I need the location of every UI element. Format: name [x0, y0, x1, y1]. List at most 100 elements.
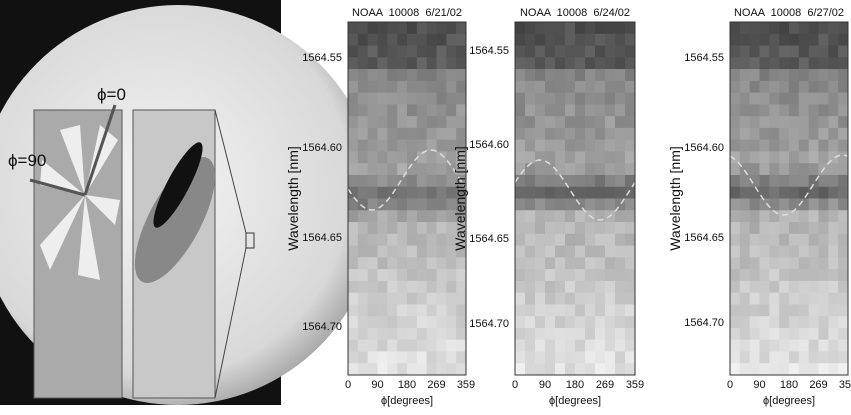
heatmap-cell: [555, 22, 566, 35]
heatmap-cell: [595, 269, 606, 282]
x-tick-label: 0: [345, 379, 351, 391]
heatmap-cell: [535, 186, 546, 199]
heatmap-cell: [595, 245, 606, 258]
heatmap-cell: [789, 69, 800, 82]
heatmap-cell: [808, 351, 819, 364]
heatmap-cell: [625, 198, 636, 211]
heatmap-cell: [555, 351, 566, 364]
heatmap-cell: [456, 139, 467, 152]
heatmap-cell: [575, 80, 586, 94]
heatmap-cell: [808, 116, 819, 129]
heatmap-cell: [730, 163, 741, 176]
heatmap-cell: [769, 104, 780, 117]
heatmap-cell: [348, 92, 359, 105]
heatmap-cell: [446, 186, 457, 199]
heatmap-cell: [397, 316, 408, 329]
heatmap-cell: [426, 363, 437, 376]
heatmap-cell: [515, 233, 526, 247]
heatmap-cell: [535, 45, 546, 58]
heatmap-cell: [436, 151, 447, 164]
heatmap-cell: [575, 269, 586, 282]
zoom-line: [214, 109, 247, 234]
heatmap-cell: [808, 363, 819, 376]
heatmap-cell: [545, 257, 556, 270]
heatmap-cell: [575, 45, 586, 58]
heatmap-cell: [515, 104, 526, 117]
heatmap-cell: [625, 80, 636, 94]
heatmap-cell: [838, 245, 849, 258]
heatmap-cell: [730, 22, 741, 35]
heatmap-cell: [407, 351, 418, 364]
heatmap-cell: [367, 57, 378, 70]
heatmap-cell: [828, 22, 839, 35]
plot-frame: [514, 21, 636, 376]
heatmap-cell: [739, 80, 751, 94]
heatmap-cell: [416, 339, 428, 352]
heatmap-cell: [387, 69, 398, 82]
heatmap-cell: [828, 57, 839, 70]
heatmap-cell: [749, 186, 760, 199]
heatmap-cell: [545, 116, 556, 129]
heatmap-cell: [515, 127, 526, 141]
heatmap-cell: [808, 22, 819, 35]
x-tick-label: 269: [596, 379, 614, 391]
heatmap-cell: [387, 163, 398, 176]
heatmap-cell: [446, 269, 457, 282]
heatmap-cell: [585, 33, 596, 47]
heatmap-cell: [739, 222, 751, 235]
heatmap-cell: [575, 127, 586, 141]
heatmap-cell: [535, 316, 546, 329]
heatmap-cell: [808, 57, 819, 70]
heatmap-cell: [730, 339, 741, 352]
heatmap-cell: [525, 363, 536, 376]
heatmap-cell: [749, 174, 760, 188]
heatmap-cell: [595, 257, 606, 270]
heatmap-cell: [377, 316, 388, 329]
y-tick-label: 1564.60: [684, 142, 724, 154]
heatmap-cell: [367, 198, 378, 211]
heatmap-cell: [535, 80, 546, 94]
heatmap-cell: [357, 80, 369, 94]
heatmap-cell: [625, 69, 636, 82]
heatmap-cell: [545, 163, 556, 176]
heatmap-cell: [348, 57, 359, 70]
heatmap-cell: [397, 327, 408, 341]
heatmap-cell: [555, 163, 566, 176]
heatmap-cell: [407, 163, 418, 176]
heatmap-cell: [789, 292, 800, 305]
heatmap-cell: [595, 33, 606, 47]
heatmap-cell: [595, 280, 606, 294]
heatmap-cell: [545, 151, 556, 164]
heatmap-cell: [818, 222, 829, 235]
heatmap-cell: [838, 198, 849, 211]
heatmap-cell: [525, 316, 536, 329]
heatmap-cell: [515, 116, 526, 129]
heatmap-cell: [730, 245, 741, 258]
heatmap-cell: [739, 92, 751, 105]
heatmap-cell: [818, 104, 829, 117]
heatmap-cell: [759, 69, 770, 82]
heatmap-cell: [808, 222, 819, 235]
heatmap-cell: [456, 339, 467, 352]
heatmap-cell: [779, 139, 790, 152]
heatmap-cell: [565, 210, 576, 223]
heatmap-cell: [387, 80, 398, 94]
heatmap-cell: [565, 45, 576, 58]
heatmap-cell: [377, 80, 388, 94]
heatmap-cell: [759, 139, 770, 152]
heatmap-cell: [416, 186, 428, 199]
heatmap-cell: [436, 304, 447, 317]
heatmap-cell: [348, 104, 359, 117]
heatmap-cell: [416, 22, 428, 35]
heatmap-cell: [515, 174, 526, 188]
heatmap-cell: [605, 163, 616, 176]
heatmap-cell: [416, 233, 428, 247]
heatmap-cell: [397, 151, 408, 164]
heatmap-cell: [769, 80, 780, 94]
heatmap-cell: [739, 163, 751, 176]
heatmap-cell: [615, 186, 626, 199]
heatmap-cell: [789, 327, 800, 341]
heatmap-cell: [407, 245, 418, 258]
heatmap-cell: [348, 45, 359, 58]
heatmap-cell: [585, 316, 596, 329]
